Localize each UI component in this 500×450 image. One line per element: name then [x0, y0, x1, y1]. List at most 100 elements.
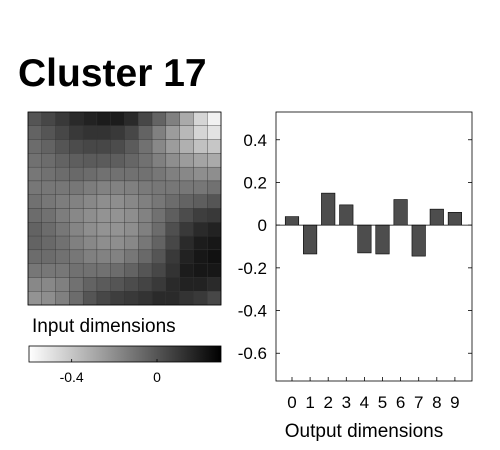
heatmap-cell	[125, 236, 139, 250]
heatmap-cell	[125, 291, 139, 305]
heatmap-cell	[166, 264, 180, 278]
heatmap-cell	[166, 236, 180, 250]
y-tick-label: 0.2	[243, 173, 267, 192]
heatmap-cell	[83, 277, 97, 291]
heatmap-cell	[56, 167, 70, 181]
heatmap-cell	[97, 222, 111, 236]
heatmap-cell	[69, 209, 83, 223]
heatmap-cell	[166, 112, 180, 126]
heatmap-cell	[56, 250, 70, 264]
x-tick-label: 3	[342, 393, 351, 412]
heatmap-cell	[56, 209, 70, 223]
heatmap-cell	[166, 140, 180, 154]
heatmap-cell	[193, 291, 207, 305]
heatmap-cell	[28, 140, 42, 154]
heatmap-cell	[111, 250, 125, 264]
heatmap-cell	[125, 209, 139, 223]
heatmap-cell	[193, 140, 207, 154]
heatmap-cell	[138, 195, 152, 209]
heatmap-cell	[111, 209, 125, 223]
heatmap-cell	[69, 195, 83, 209]
heatmap-cell	[180, 167, 194, 181]
bar	[303, 225, 317, 254]
heatmap-cell	[138, 264, 152, 278]
heatmap-cell	[152, 181, 166, 195]
heatmap-cell	[28, 126, 42, 140]
heatmap-cell	[152, 250, 166, 264]
x-tick-label: 7	[414, 393, 423, 412]
heatmap-cell	[111, 236, 125, 250]
heatmap-cell	[56, 195, 70, 209]
heatmap-cell	[152, 277, 166, 291]
heatmap-cell	[152, 112, 166, 126]
heatmap-cell	[152, 167, 166, 181]
heatmap-cell	[152, 153, 166, 167]
heatmap-cell	[56, 112, 70, 126]
heatmap-cell	[138, 153, 152, 167]
heatmap-cell	[69, 112, 83, 126]
heatmap-cell	[69, 153, 83, 167]
heatmap-cell	[180, 153, 194, 167]
heatmap-cell	[56, 264, 70, 278]
heatmap-cell	[180, 140, 194, 154]
heatmap-cell	[138, 209, 152, 223]
heatmap-cell	[207, 236, 221, 250]
heatmap-cell	[138, 222, 152, 236]
heatmap-cell	[193, 126, 207, 140]
heatmap-cell	[28, 195, 42, 209]
heatmap-cell	[42, 126, 56, 140]
bar	[412, 225, 426, 256]
heatmap-cell	[152, 264, 166, 278]
heatmap-cell	[138, 236, 152, 250]
heatmap-cell	[207, 291, 221, 305]
heatmap-cell	[69, 167, 83, 181]
heatmap-cell	[166, 167, 180, 181]
heatmap-cell	[138, 181, 152, 195]
heatmap-cell	[69, 277, 83, 291]
heatmap-cell	[83, 140, 97, 154]
heatmap-cell	[111, 126, 125, 140]
heatmap-cell	[83, 112, 97, 126]
heatmap-cell	[97, 126, 111, 140]
heatmap-cell	[111, 153, 125, 167]
heatmap-cell	[193, 209, 207, 223]
heatmap-cell	[166, 153, 180, 167]
heatmap-cell	[56, 140, 70, 154]
bar	[321, 193, 335, 225]
heatmap-cell	[69, 264, 83, 278]
heatmap-cell	[166, 181, 180, 195]
heatmap-cell	[56, 277, 70, 291]
heatmap-cell	[125, 195, 139, 209]
heatmap-cell	[138, 112, 152, 126]
heatmap-cell	[56, 291, 70, 305]
heatmap-cell	[56, 222, 70, 236]
heatmap-cell	[56, 126, 70, 140]
heatmap-cell	[83, 250, 97, 264]
x-tick-label: 8	[432, 393, 441, 412]
heatmap-cell	[83, 209, 97, 223]
heatmap-cell	[97, 291, 111, 305]
heatmap-cell	[125, 167, 139, 181]
x-tick-label: 6	[396, 393, 405, 412]
heatmap-cell	[56, 153, 70, 167]
bar	[394, 200, 408, 226]
heatmap-cell	[97, 250, 111, 264]
y-tick-label: 0	[258, 216, 267, 235]
heatmap-cell	[97, 140, 111, 154]
heatmap-cell	[125, 153, 139, 167]
heatmap-cell	[111, 264, 125, 278]
heatmap-cell	[83, 291, 97, 305]
heatmap-cells	[28, 112, 221, 305]
heatmap-cell	[42, 222, 56, 236]
heatmap-cell	[42, 195, 56, 209]
heatmap-cell	[180, 209, 194, 223]
heatmap-cell	[69, 126, 83, 140]
heatmap-cell	[166, 250, 180, 264]
heatmap-cell	[28, 181, 42, 195]
heatmap-cell	[193, 277, 207, 291]
heatmap-cell	[152, 126, 166, 140]
heatmap-cell	[152, 209, 166, 223]
bar	[376, 225, 390, 254]
x-tick-label: 0	[287, 393, 296, 412]
heatmap-cell	[180, 291, 194, 305]
